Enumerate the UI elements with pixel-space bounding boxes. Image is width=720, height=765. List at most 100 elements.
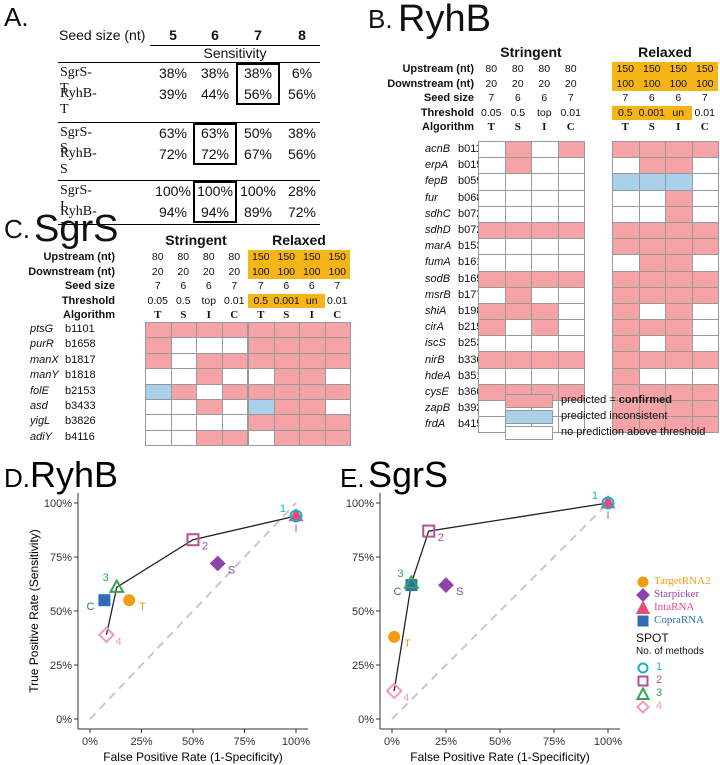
legend-algorithm-name: CopraRNA bbox=[654, 614, 705, 626]
heat-cell bbox=[639, 222, 666, 240]
param-value: T bbox=[621, 121, 629, 134]
spot-label: 1 bbox=[592, 490, 598, 502]
param-value: 0.5 bbox=[175, 294, 191, 307]
param-value: S bbox=[514, 121, 521, 134]
heat-cell bbox=[171, 415, 197, 431]
gene-name: frdA bbox=[425, 418, 446, 431]
heat-cell bbox=[532, 287, 559, 304]
param-value: 20 bbox=[564, 77, 577, 90]
heat-cell bbox=[479, 384, 506, 401]
heat-cell bbox=[479, 303, 506, 321]
heat-cell bbox=[171, 353, 197, 370]
heat-cell bbox=[197, 384, 223, 400]
y-tick-label: 100% bbox=[346, 498, 374, 510]
heat-cell bbox=[249, 384, 275, 400]
heat-cell bbox=[274, 323, 300, 339]
heat-cell bbox=[505, 368, 532, 385]
heat-cell bbox=[558, 271, 585, 288]
param-value: 0.001 bbox=[273, 293, 300, 309]
heat-cell bbox=[639, 368, 666, 385]
heat-cell bbox=[666, 255, 693, 272]
gene-name: hdeA bbox=[425, 369, 451, 382]
param-label: Seed size bbox=[423, 92, 474, 105]
algorithm-point-i bbox=[600, 494, 616, 509]
heat-cell bbox=[532, 271, 559, 288]
x-axis-label: False Positive Rate (1-Specificity) bbox=[103, 750, 282, 764]
stringent-grid bbox=[145, 322, 248, 447]
group-rule bbox=[58, 62, 320, 63]
heat-cell bbox=[146, 369, 172, 385]
group-rule bbox=[58, 180, 320, 181]
heat-cell bbox=[666, 190, 693, 207]
param-value: 7 bbox=[154, 280, 161, 293]
legend-algorithm: IntaRNA bbox=[636, 601, 720, 615]
heat-cell bbox=[666, 417, 693, 434]
gene-name: cirA bbox=[425, 321, 444, 334]
sensitivity-cell: 38% bbox=[287, 125, 317, 141]
best-box bbox=[236, 63, 280, 105]
param-value: 0.5 bbox=[612, 105, 639, 121]
spot-label: 4 bbox=[403, 692, 409, 704]
param-value: 0.001 bbox=[638, 105, 665, 121]
heat-cell bbox=[171, 323, 197, 339]
heat-cell bbox=[532, 320, 559, 337]
heat-cell bbox=[558, 384, 585, 401]
heat-cell bbox=[639, 320, 666, 337]
heat-cell bbox=[325, 338, 351, 354]
param-value: 80 bbox=[177, 251, 190, 263]
legend-spot-subtitle: No. of methods bbox=[636, 646, 704, 657]
param-value: 80 bbox=[538, 63, 551, 75]
gene-name: nirB bbox=[425, 353, 445, 366]
spot-point-3 bbox=[403, 574, 420, 589]
heat-cell bbox=[613, 239, 640, 256]
x-tick-label: 50% bbox=[182, 736, 204, 748]
heat-cell bbox=[666, 206, 693, 223]
heat-cell bbox=[505, 158, 532, 175]
panel-c-label: C. bbox=[4, 214, 30, 244]
sensitivity-row-label: SgrS-S bbox=[60, 125, 92, 156]
param-value: 80 bbox=[228, 251, 241, 263]
spot-roc-line bbox=[105, 515, 297, 635]
gene-name: erpA bbox=[425, 159, 449, 172]
param-value: 80 bbox=[564, 63, 577, 75]
heat-cell bbox=[505, 303, 532, 321]
param-value: C bbox=[333, 309, 342, 322]
algorithm-label: S bbox=[456, 586, 463, 598]
heat-cell bbox=[692, 206, 719, 223]
diamond-icon bbox=[636, 588, 650, 602]
legend-text: predicted inconsistent bbox=[561, 410, 667, 422]
algorithm-label: S bbox=[228, 564, 235, 576]
heat-cell bbox=[479, 206, 506, 223]
square-icon bbox=[637, 615, 649, 627]
legend-spot: 1 bbox=[636, 661, 696, 675]
param-value: 0.01 bbox=[694, 106, 715, 119]
heat-cell bbox=[249, 415, 275, 431]
heat-cell bbox=[197, 430, 223, 447]
param-value: 0.05 bbox=[147, 294, 168, 307]
heat-cell bbox=[532, 368, 559, 385]
param-value: 7 bbox=[334, 280, 341, 293]
heat-cell bbox=[639, 174, 666, 191]
heat-cell bbox=[222, 430, 248, 447]
param-value: un bbox=[665, 105, 692, 121]
param-value: S bbox=[180, 309, 187, 322]
param-value: 20 bbox=[228, 265, 241, 278]
param-label: Algorithm bbox=[63, 309, 115, 322]
param-value: 6 bbox=[514, 92, 521, 105]
param-value: 7 bbox=[622, 92, 629, 105]
legend-spot-name: 3 bbox=[656, 687, 663, 699]
param-value: 0.01 bbox=[224, 294, 245, 307]
x-tick-label: 25% bbox=[435, 736, 457, 748]
heat-cell bbox=[639, 384, 666, 401]
legend-spot: 3 bbox=[636, 687, 696, 701]
circle-icon bbox=[637, 662, 649, 674]
gene-id: b1101 bbox=[65, 323, 95, 335]
heat-cell bbox=[146, 323, 172, 339]
algorithm-point-t bbox=[388, 630, 401, 643]
legend-spot: 4 bbox=[636, 700, 696, 714]
param-value: 6 bbox=[180, 280, 187, 293]
gene-name: sdhD bbox=[425, 224, 451, 236]
heat-cell bbox=[692, 190, 719, 207]
algorithm-point-t bbox=[123, 594, 136, 607]
